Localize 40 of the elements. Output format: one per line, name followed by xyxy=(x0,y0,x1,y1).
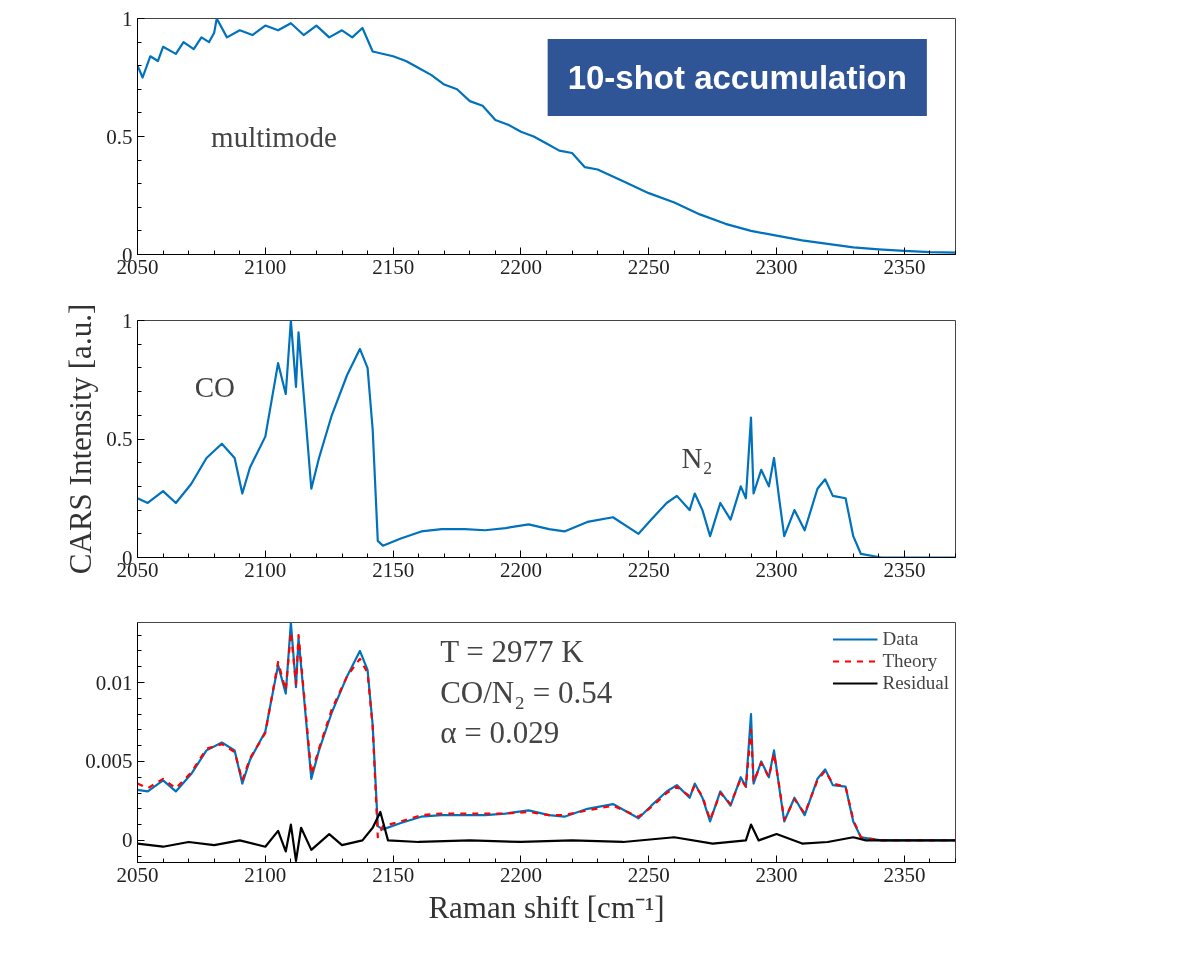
x-tick-label: 2100 xyxy=(244,254,287,279)
y-tick-label: 0.005 xyxy=(85,749,133,774)
x-tick-label: 2350 xyxy=(883,254,926,279)
annotation: multimode xyxy=(211,120,337,153)
x-tick-label: 2100 xyxy=(244,862,287,887)
y-axis-title: CARS Intensity [a.u.] xyxy=(63,303,99,575)
x-tick-label: 2100 xyxy=(244,557,287,582)
x-tick-label: 2350 xyxy=(883,557,926,582)
y-tick-label: 0.01 xyxy=(95,670,133,695)
annotation: CO/N₂ = 0.54 xyxy=(440,674,613,710)
x-tick-label: 2250 xyxy=(627,862,670,887)
annotation: N₂ xyxy=(681,441,713,474)
y-tick-label: 0.5 xyxy=(106,427,133,451)
y-tick-label: 1 xyxy=(122,6,133,31)
legend-label: Residual xyxy=(882,672,949,694)
annotation: T = 2977 K xyxy=(440,633,585,669)
x-tick-label: 2350 xyxy=(883,862,926,887)
x-tick-label: 2150 xyxy=(372,557,415,582)
x-tick-label: 2150 xyxy=(372,862,415,887)
x-tick-label: 2300 xyxy=(755,557,798,582)
x-axis-title: Raman shift [cm⁻¹] xyxy=(428,889,665,925)
y-tick-label: 0 xyxy=(122,828,133,853)
x-tick-label: 2250 xyxy=(627,254,670,279)
x-tick-label: 2150 xyxy=(372,254,415,279)
line-series xyxy=(137,320,956,558)
x-tick-label: 2050 xyxy=(116,862,159,887)
annotation: α = 0.029 xyxy=(440,715,560,751)
x-tick-label: 2200 xyxy=(499,254,542,279)
annotation: CO xyxy=(194,370,236,403)
x-tick-label: 2300 xyxy=(755,254,798,279)
x-tick-label: 2300 xyxy=(755,862,798,887)
x-tick-label: 2200 xyxy=(499,862,542,887)
line-series xyxy=(137,18,956,254)
x-tick-label: 2250 xyxy=(627,557,670,582)
legend-label: Theory xyxy=(882,650,938,672)
legend-label: Data xyxy=(882,628,919,650)
annotation: 10-shot accumulation xyxy=(567,59,907,96)
y-tick-label: 0.5 xyxy=(106,124,133,149)
y-tick-label: 1 xyxy=(122,308,133,333)
x-tick-label: 2200 xyxy=(499,557,542,582)
